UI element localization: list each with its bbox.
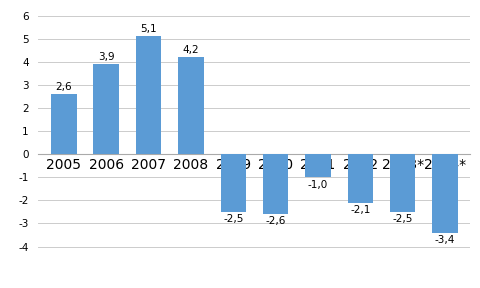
Bar	[305, 154, 331, 177]
Text: 4,2: 4,2	[182, 45, 199, 55]
Bar	[220, 154, 246, 212]
Text: -2,1: -2,1	[350, 205, 371, 215]
Bar	[348, 154, 373, 203]
Bar	[432, 154, 458, 233]
Bar	[94, 64, 119, 154]
Bar	[178, 57, 204, 154]
Text: -2,5: -2,5	[223, 214, 243, 224]
Text: -3,4: -3,4	[435, 235, 455, 245]
Bar	[136, 36, 161, 154]
Text: 2,6: 2,6	[56, 82, 72, 92]
Text: 5,1: 5,1	[140, 24, 157, 34]
Text: -2,5: -2,5	[393, 214, 413, 224]
Bar	[390, 154, 415, 212]
Text: -2,6: -2,6	[265, 217, 286, 226]
Text: -1,0: -1,0	[308, 179, 328, 190]
Bar	[51, 94, 76, 154]
Bar	[263, 154, 288, 214]
Text: 3,9: 3,9	[98, 52, 114, 62]
